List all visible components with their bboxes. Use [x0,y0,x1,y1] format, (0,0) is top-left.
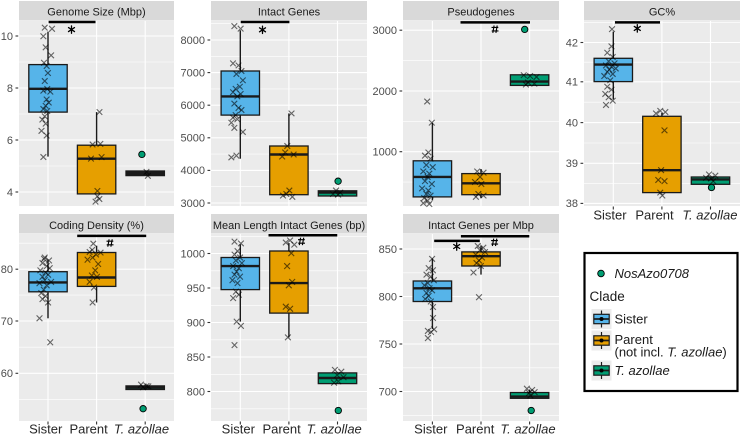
svg-text:4: 4 [7,187,13,199]
svg-text:Sister: Sister [414,422,448,437]
svg-text:Parent: Parent [262,422,301,437]
svg-text:850: 850 [187,352,205,364]
svg-text:10: 10 [1,31,13,43]
svg-text:39: 39 [566,158,578,170]
svg-text:Parent: Parent [69,422,108,437]
svg-text:42: 42 [566,37,578,49]
svg-text:2000: 2000 [373,86,397,98]
svg-text:Parent: Parent [456,422,495,437]
svg-text:7000: 7000 [181,67,205,79]
svg-text:Genome Size (Mbp): Genome Size (Mbp) [47,6,145,18]
svg-text:T. azollae: T. azollae [114,422,169,437]
svg-text:Mean Length Intact Genes (bp): Mean Length Intact Genes (bp) [213,220,365,232]
svg-text:GC%: GC% [649,6,676,18]
svg-text:T. azollae: T. azollae [615,363,670,378]
svg-text:T. azollae: T. azollae [682,207,737,222]
svg-text:Intact Genes per Mbp: Intact Genes per Mbp [428,220,534,232]
svg-text:Sister: Sister [222,422,256,437]
svg-text:4000: 4000 [181,165,205,177]
svg-text:70: 70 [1,316,13,328]
svg-text:(not incl. T. azollae): (not incl. T. azollae) [615,345,727,360]
svg-text:850: 850 [379,244,397,256]
svg-text:1000: 1000 [373,147,397,159]
svg-text:900: 900 [187,317,205,329]
svg-text:T. azollae: T. azollae [500,422,555,437]
svg-text:Sister: Sister [593,207,627,222]
svg-text:Parent: Parent [635,207,674,222]
svg-text:T. azollae: T. azollae [307,422,362,437]
svg-text:Sister: Sister [615,311,649,326]
svg-text:NosAzo0708: NosAzo0708 [615,266,690,281]
svg-text:5000: 5000 [181,133,205,145]
svg-text:Pseudogenes: Pseudogenes [447,6,515,18]
svg-text:6000: 6000 [181,100,205,112]
svg-text:6: 6 [7,135,13,147]
svg-text:40: 40 [566,117,578,129]
svg-text:3000: 3000 [373,25,397,37]
svg-text:Parent: Parent [615,332,654,347]
svg-text:Sister: Sister [29,422,63,437]
svg-text:Coding Density (%): Coding Density (%) [49,220,144,232]
svg-text:Intact Genes: Intact Genes [258,6,321,18]
svg-text:Clade: Clade [590,289,625,304]
svg-text:8: 8 [7,83,13,95]
svg-text:700: 700 [379,386,397,398]
svg-text:800: 800 [379,291,397,303]
svg-text:38: 38 [566,198,578,210]
svg-text:80: 80 [1,264,13,276]
svg-text:60: 60 [1,368,13,380]
svg-text:8000: 8000 [181,35,205,47]
svg-text:800: 800 [187,386,205,398]
svg-text:1000: 1000 [181,248,205,260]
svg-text:950: 950 [187,283,205,295]
svg-text:41: 41 [566,77,578,89]
svg-text:3000: 3000 [181,198,205,210]
svg-text:750: 750 [379,339,397,351]
